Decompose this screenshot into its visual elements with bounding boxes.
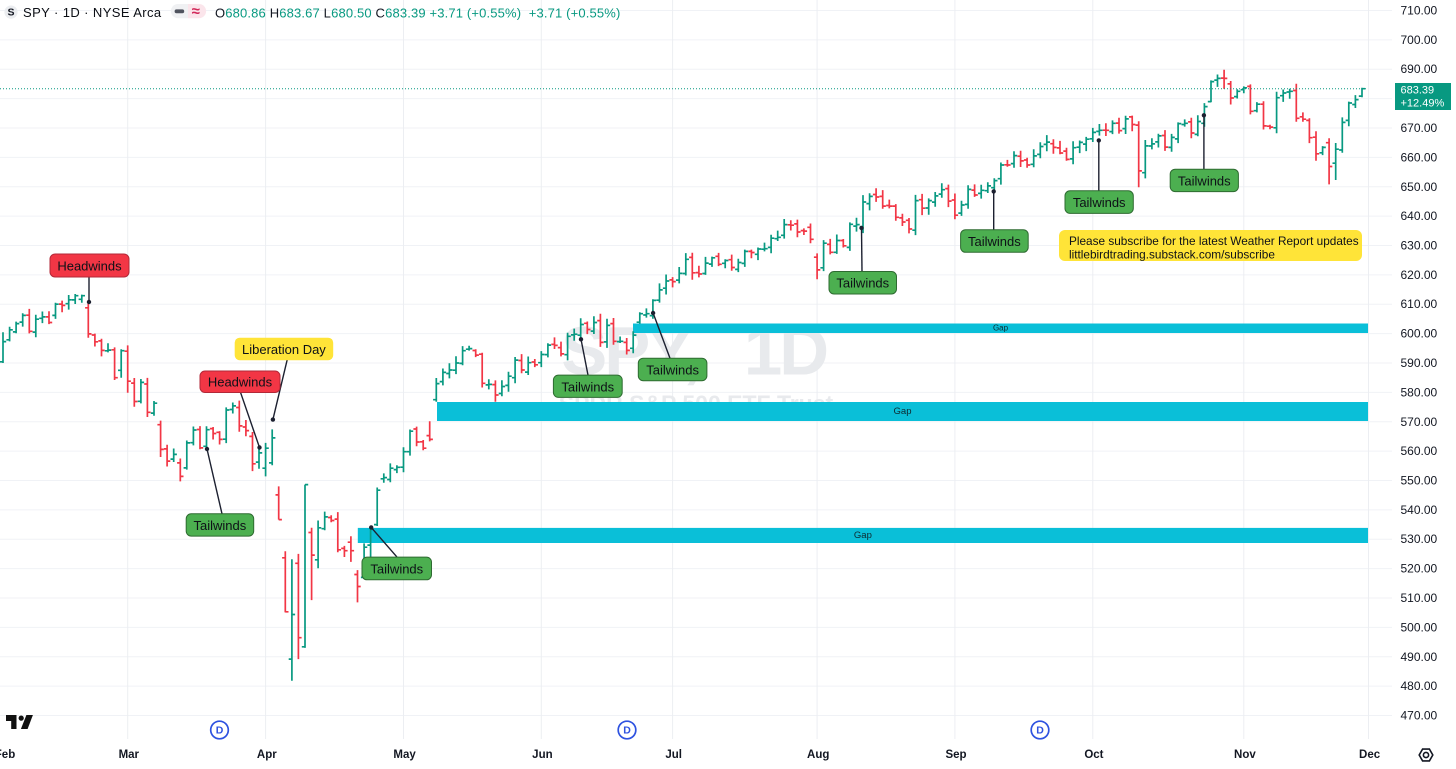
svg-text:630.00: 630.00 bbox=[1401, 239, 1438, 253]
svg-text:670.00: 670.00 bbox=[1401, 121, 1438, 135]
svg-text:Nov: Nov bbox=[1234, 749, 1256, 761]
svg-text:520.00: 520.00 bbox=[1401, 562, 1438, 576]
svg-text:Tailwinds: Tailwinds bbox=[561, 379, 614, 394]
svg-text:500.00: 500.00 bbox=[1401, 620, 1438, 634]
svg-text:Liberation Day: Liberation Day bbox=[242, 342, 326, 357]
svg-text:650.00: 650.00 bbox=[1401, 180, 1438, 194]
svg-text:530.00: 530.00 bbox=[1401, 532, 1438, 546]
svg-text:590.00: 590.00 bbox=[1401, 356, 1438, 370]
svg-text:Dec: Dec bbox=[1359, 749, 1381, 761]
svg-text:540.00: 540.00 bbox=[1401, 503, 1438, 517]
svg-text:Gap: Gap bbox=[894, 406, 912, 417]
svg-text:Feb: Feb bbox=[0, 749, 15, 761]
svg-text:570.00: 570.00 bbox=[1401, 415, 1438, 429]
svg-text:Sep: Sep bbox=[945, 749, 966, 761]
svg-text:620.00: 620.00 bbox=[1401, 268, 1438, 282]
svg-text:640.00: 640.00 bbox=[1401, 209, 1438, 223]
svg-text:Gap: Gap bbox=[854, 530, 872, 541]
svg-text:600.00: 600.00 bbox=[1401, 327, 1438, 341]
svg-text:580.00: 580.00 bbox=[1401, 385, 1438, 399]
svg-text:O680.86 H683.67 L680.50 C683.3: O680.86 H683.67 L680.50 C683.39 +3.71 (+… bbox=[215, 5, 620, 20]
svg-text:Gap: Gap bbox=[993, 324, 1009, 333]
svg-text:490.00: 490.00 bbox=[1401, 650, 1438, 664]
svg-text:700.00: 700.00 bbox=[1401, 33, 1438, 47]
svg-text:690.00: 690.00 bbox=[1401, 62, 1438, 76]
svg-text:Apr: Apr bbox=[257, 749, 277, 761]
svg-text:Headwinds: Headwinds bbox=[208, 375, 273, 390]
svg-text:Tailwinds: Tailwinds bbox=[370, 562, 423, 577]
svg-text:Jun: Jun bbox=[532, 749, 552, 761]
svg-text:710.00: 710.00 bbox=[1401, 4, 1438, 18]
svg-text:D: D bbox=[216, 725, 224, 737]
svg-text:Tailwinds: Tailwinds bbox=[1178, 173, 1231, 188]
svg-text:May: May bbox=[393, 749, 416, 761]
svg-text:610.00: 610.00 bbox=[1401, 297, 1438, 311]
svg-text:683.39: 683.39 bbox=[1401, 85, 1435, 97]
svg-text:550.00: 550.00 bbox=[1401, 474, 1438, 488]
svg-text:Jul: Jul bbox=[665, 749, 682, 761]
svg-text:Mar: Mar bbox=[119, 749, 140, 761]
svg-text:470.00: 470.00 bbox=[1401, 709, 1438, 723]
svg-text:Headwinds: Headwinds bbox=[57, 259, 122, 274]
svg-text:Tailwinds: Tailwinds bbox=[646, 362, 699, 377]
svg-text:S: S bbox=[7, 6, 14, 18]
svg-text:Tailwinds: Tailwinds bbox=[194, 518, 247, 533]
svg-text:littlebirdtrading.substack.com: littlebirdtrading.substack.com/subscribe bbox=[1069, 247, 1275, 261]
svg-text:D: D bbox=[623, 725, 631, 737]
svg-text:Tailwinds: Tailwinds bbox=[1073, 195, 1126, 210]
svg-text:D: D bbox=[1036, 725, 1044, 737]
svg-text:Tailwinds: Tailwinds bbox=[836, 276, 889, 291]
svg-text:480.00: 480.00 bbox=[1401, 679, 1438, 693]
svg-text:SPY · 1D · NYSE Arca: SPY · 1D · NYSE Arca bbox=[23, 5, 162, 20]
svg-text:660.00: 660.00 bbox=[1401, 150, 1438, 164]
svg-text:Aug: Aug bbox=[807, 749, 829, 761]
svg-text:510.00: 510.00 bbox=[1401, 591, 1438, 605]
svg-text:≈: ≈ bbox=[192, 3, 200, 20]
svg-text:Oct: Oct bbox=[1084, 749, 1103, 761]
svg-text:Tailwinds: Tailwinds bbox=[968, 234, 1021, 249]
svg-text:+12.49%: +12.49% bbox=[1401, 98, 1445, 110]
svg-text:Please subscribe for the lates: Please subscribe for the latest Weather … bbox=[1069, 234, 1359, 248]
svg-text:560.00: 560.00 bbox=[1401, 444, 1438, 458]
